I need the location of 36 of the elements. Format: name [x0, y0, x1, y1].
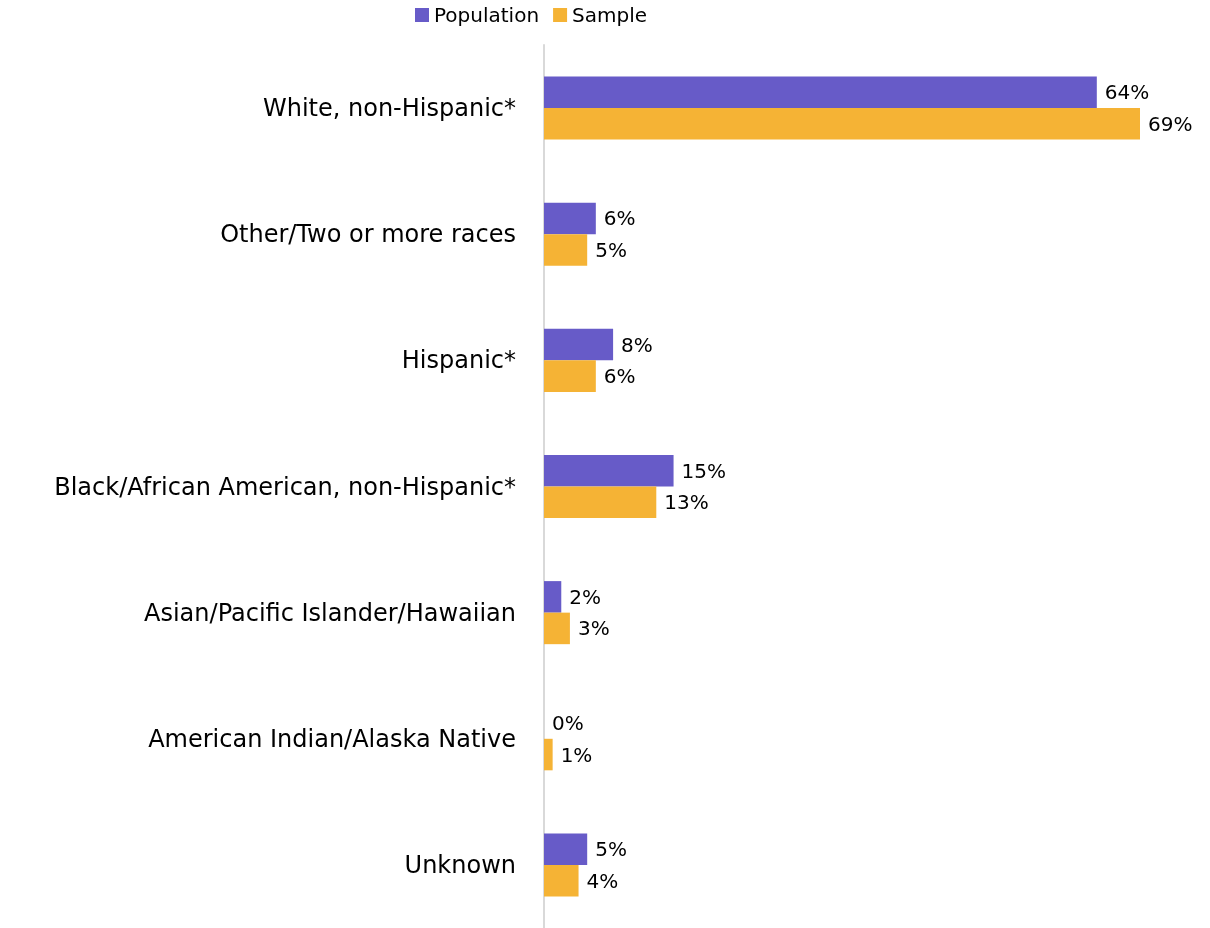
data-label: 4%: [586, 868, 619, 893]
data-label: 13%: [664, 490, 709, 515]
bar: [544, 234, 588, 266]
bar: [544, 202, 596, 235]
bar: [544, 360, 596, 392]
bar: [544, 108, 1140, 140]
y-tick-label: Unknown: [404, 850, 516, 879]
bar: [544, 486, 657, 519]
bar: [544, 612, 570, 645]
y-tick-label: White, non-Hispanic*: [262, 94, 516, 123]
y-tick-label: Black/African American, non-Hispanic*: [54, 472, 516, 501]
bar: [544, 328, 614, 361]
y-tick-label: Asian/Pacific Islander/Hawaiian: [144, 598, 516, 627]
data-label: 6%: [603, 206, 636, 231]
legend-label: Population: [434, 3, 540, 27]
data-label: 2%: [569, 584, 602, 609]
data-label: 5%: [595, 237, 627, 262]
y-tick-label: American Indian/Alaska Native: [148, 724, 516, 753]
data-label: 3%: [577, 616, 610, 641]
y-tick-label: Hispanic*: [401, 346, 516, 375]
y-tick-label: Other/Two or more races: [220, 220, 516, 249]
bar: [544, 76, 1097, 109]
data-label: 8%: [621, 332, 653, 357]
data-label: 69%: [1148, 111, 1193, 136]
data-label: 0%: [552, 711, 584, 736]
bar: [544, 864, 579, 897]
data-label: 5%: [595, 837, 627, 862]
data-label: 64%: [1104, 80, 1150, 105]
data-label: 15%: [681, 458, 727, 483]
bar: [544, 738, 553, 771]
bar: [544, 454, 674, 487]
bar: [544, 833, 588, 865]
bar: [544, 581, 562, 613]
data-label: 6%: [603, 364, 636, 389]
legend-label: Sample: [572, 3, 648, 27]
data-label: 1%: [560, 742, 593, 767]
